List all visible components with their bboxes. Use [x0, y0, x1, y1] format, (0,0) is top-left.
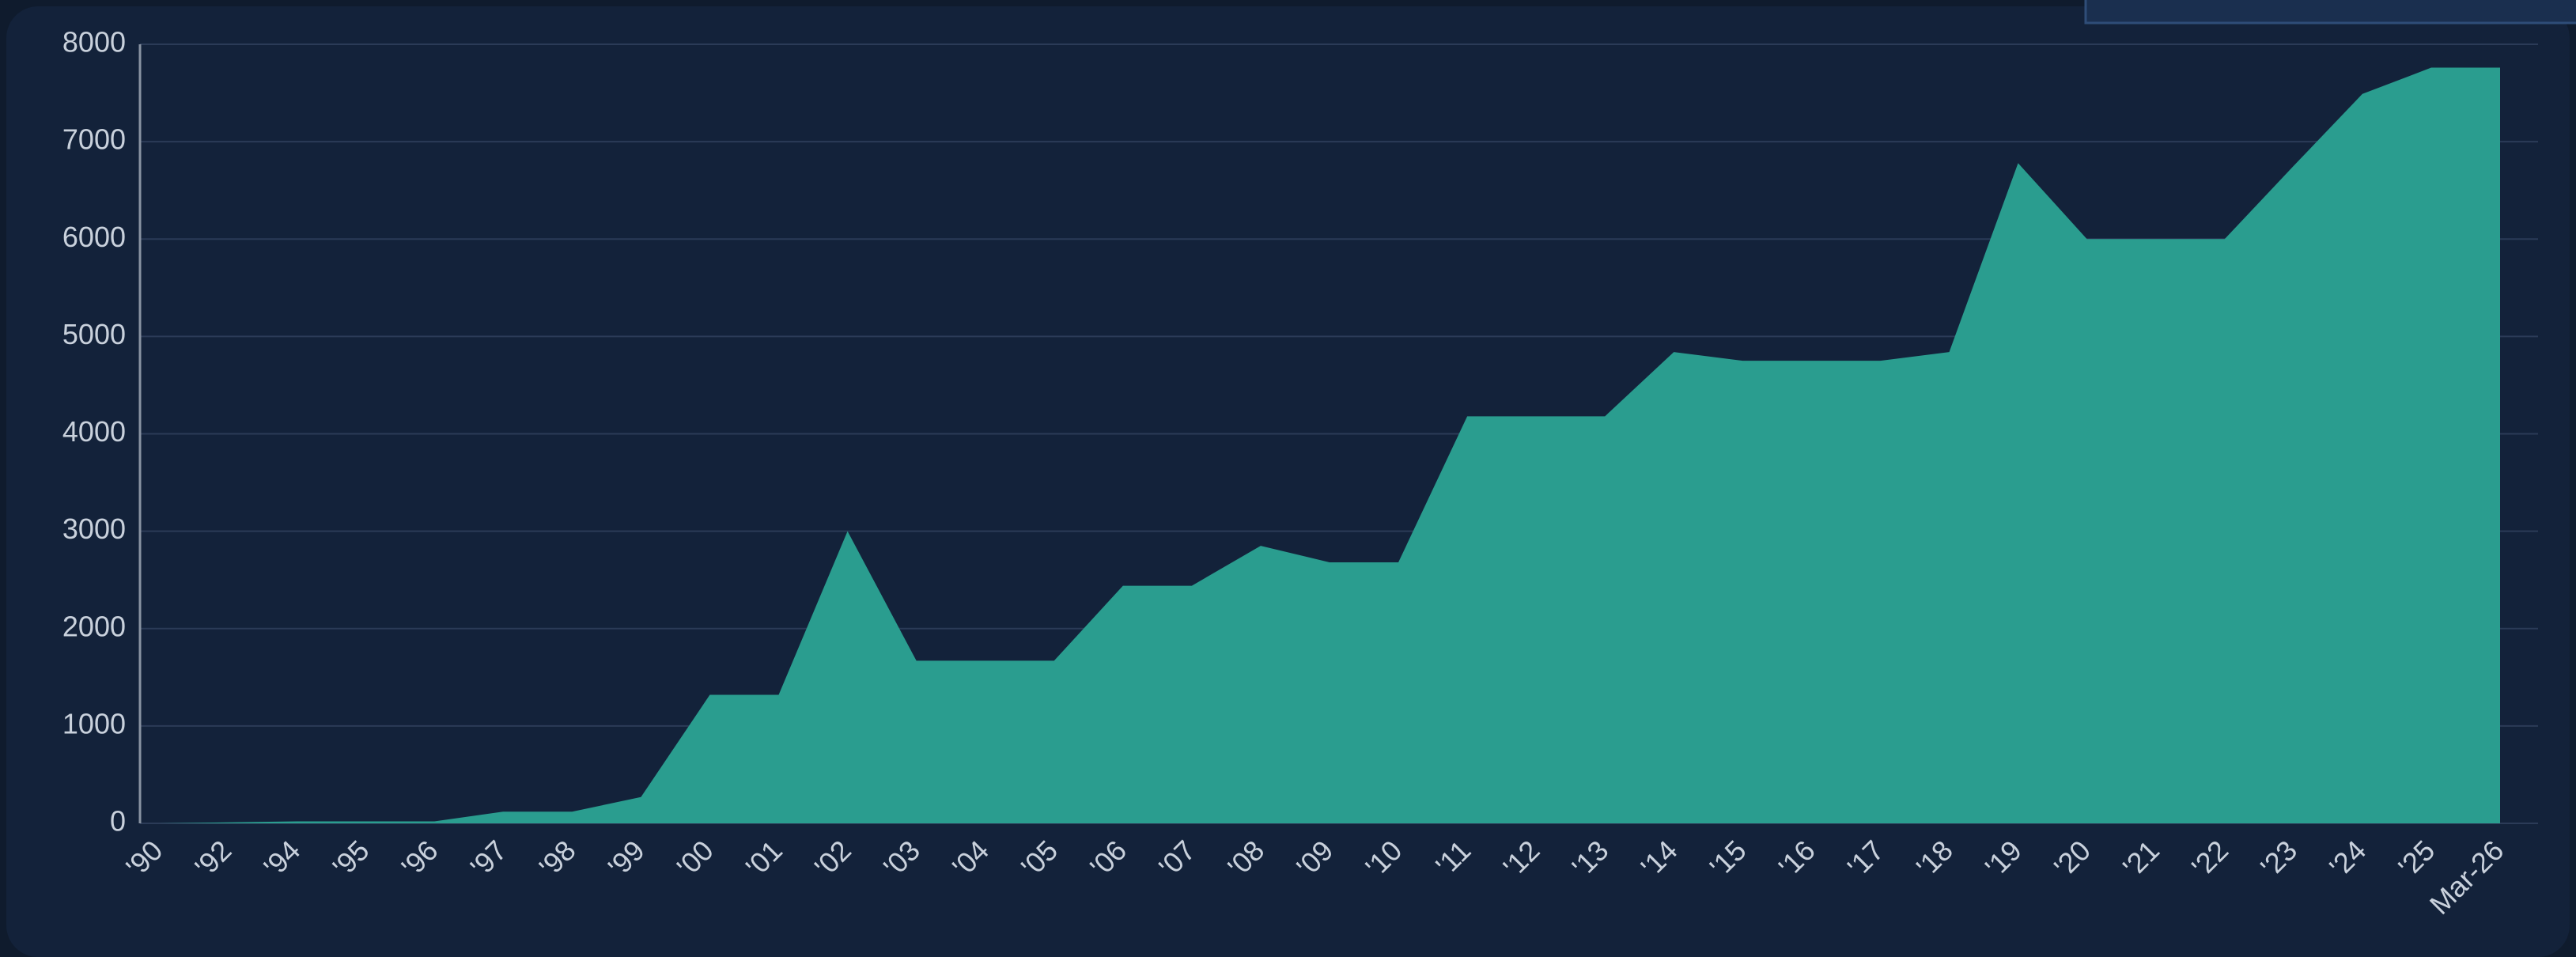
overlay-box [2084, 0, 2576, 25]
y-tick-label: 7000 [62, 123, 126, 156]
y-tick-label: 5000 [62, 318, 126, 350]
y-tick-label: 0 [110, 805, 126, 838]
y-tick-label: 4000 [62, 415, 126, 448]
area [159, 67, 2500, 824]
y-tick-label: 8000 [62, 26, 126, 59]
y-tick-label: 3000 [62, 513, 126, 545]
y-tick-label: 2000 [62, 610, 126, 642]
y-tick-label: 1000 [62, 707, 126, 740]
y-tick-label: 6000 [62, 221, 126, 253]
